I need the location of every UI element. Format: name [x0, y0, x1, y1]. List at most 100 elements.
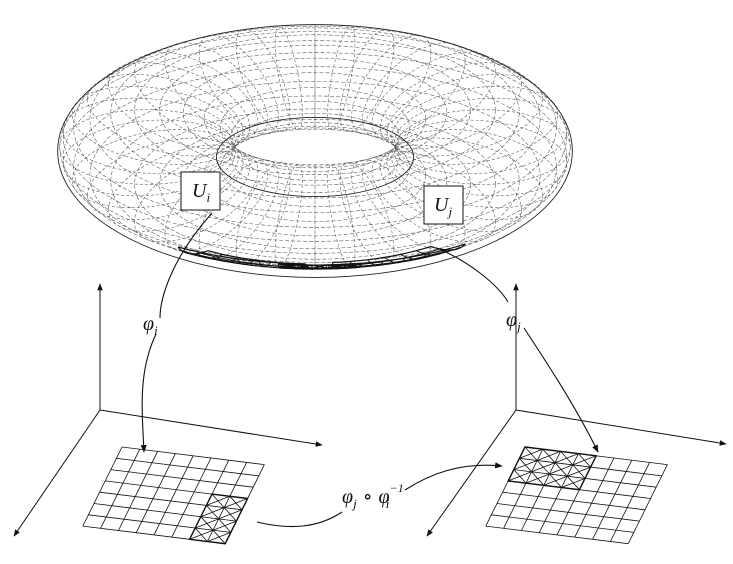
patch-line [207, 250, 306, 265]
grid-line [99, 491, 243, 511]
patch-line [333, 248, 440, 267]
torus-meridian [108, 62, 251, 150]
hatch-line [549, 464, 573, 475]
hatched-region-outline [188, 493, 249, 545]
torus-parallel [220, 87, 410, 167]
hatch-line [513, 460, 538, 470]
grid-line [93, 503, 237, 522]
torus-meridian [59, 109, 235, 185]
torus-meridian [362, 42, 466, 139]
torus-meridian [371, 150, 496, 243]
torus-meridian [71, 86, 239, 165]
torus-parallel [230, 122, 400, 193]
grid-line [88, 514, 231, 533]
torus-meridian [391, 129, 559, 208]
grid-line [627, 464, 668, 544]
patch-line [334, 249, 449, 269]
grid-line [135, 453, 176, 533]
grid-line [502, 491, 646, 511]
torus-parallel [183, 125, 447, 237]
hatch-line [212, 520, 237, 531]
torus-meridian [395, 109, 571, 185]
grid-line [491, 514, 634, 533]
hatch-line [543, 475, 568, 486]
hatch-line [195, 518, 219, 529]
torus-parallel [234, 113, 396, 181]
torus-outer-outline [57, 24, 573, 278]
hatch-line [218, 509, 243, 520]
grid-line [521, 451, 561, 531]
label-u-i-box: Ui [180, 171, 221, 211]
torus-meridian [164, 42, 268, 139]
hatch-line [531, 462, 556, 473]
patch-u-j [331, 243, 466, 270]
torus-inner-outline [215, 116, 415, 198]
chart-grid-right [485, 446, 668, 545]
transition-map-arrow [256, 462, 503, 528]
grid-line [574, 457, 615, 538]
grid-line [100, 449, 141, 529]
hatch-line [285, 263, 298, 269]
torus-parallel [62, 52, 568, 263]
hatch-line [554, 453, 579, 464]
hatch-line [200, 507, 225, 518]
grid-line [171, 457, 212, 538]
grid-line [485, 525, 629, 545]
torus-meridian [274, 25, 303, 130]
hatch-line [206, 495, 230, 506]
chart-grid-left [82, 446, 265, 545]
grid-line [496, 503, 640, 522]
label-u-j: Uj [434, 194, 452, 219]
hatch-line [298, 264, 313, 269]
hatch-line [279, 264, 295, 268]
torus-meridian [391, 86, 559, 165]
torus-meridian [394, 97, 568, 175]
grid-line [538, 453, 579, 533]
torus-parallel [220, 127, 410, 207]
torus-meridian [351, 34, 432, 135]
torus-meridian [87, 74, 244, 157]
patch-line [332, 245, 432, 264]
hatch-line [297, 267, 313, 270]
hatch-line [561, 478, 586, 488]
torus-parallel [62, 31, 568, 242]
hatch-line [282, 266, 297, 270]
torus-meridian [351, 159, 432, 260]
torus-parallel [159, 119, 471, 250]
hatch-line [224, 498, 248, 508]
hatch-line [312, 264, 327, 269]
torus-meridian [274, 164, 303, 269]
grid-line [503, 449, 544, 529]
label-u-i: Ui [192, 180, 210, 205]
torus-surface [57, 24, 573, 278]
torus-meridian [386, 74, 543, 157]
left-axes [13, 283, 323, 537]
torus-meridian [394, 119, 568, 197]
patch-line [335, 249, 456, 270]
grid-line [592, 460, 633, 540]
torus-parallel [203, 128, 427, 222]
hatched-region-outline [507, 446, 598, 491]
grid-line [82, 446, 123, 527]
hatch-line [207, 532, 231, 542]
torus-parallel [203, 72, 427, 166]
grid-line [118, 451, 158, 531]
hatch-line [189, 529, 214, 540]
hatch-line [525, 473, 550, 484]
hatch-line [567, 466, 591, 477]
grid-line [610, 462, 650, 542]
torus-meridian [339, 29, 395, 132]
hatch-line [312, 267, 328, 270]
label-u-j-box: Uj [423, 185, 464, 225]
torus-meridian [379, 144, 522, 232]
map-phi-i-arrow [140, 212, 213, 453]
hatch-line [508, 471, 532, 482]
torus-meridian [108, 144, 251, 232]
label-phi-j: φj [506, 309, 521, 334]
label-transition-map: φj ∘ φ−1 i [342, 481, 404, 511]
map-phi-j-arrow [436, 247, 599, 453]
torus-meridian [235, 162, 291, 265]
torus-parallel [59, 40, 571, 254]
torus-parallel [159, 44, 471, 175]
